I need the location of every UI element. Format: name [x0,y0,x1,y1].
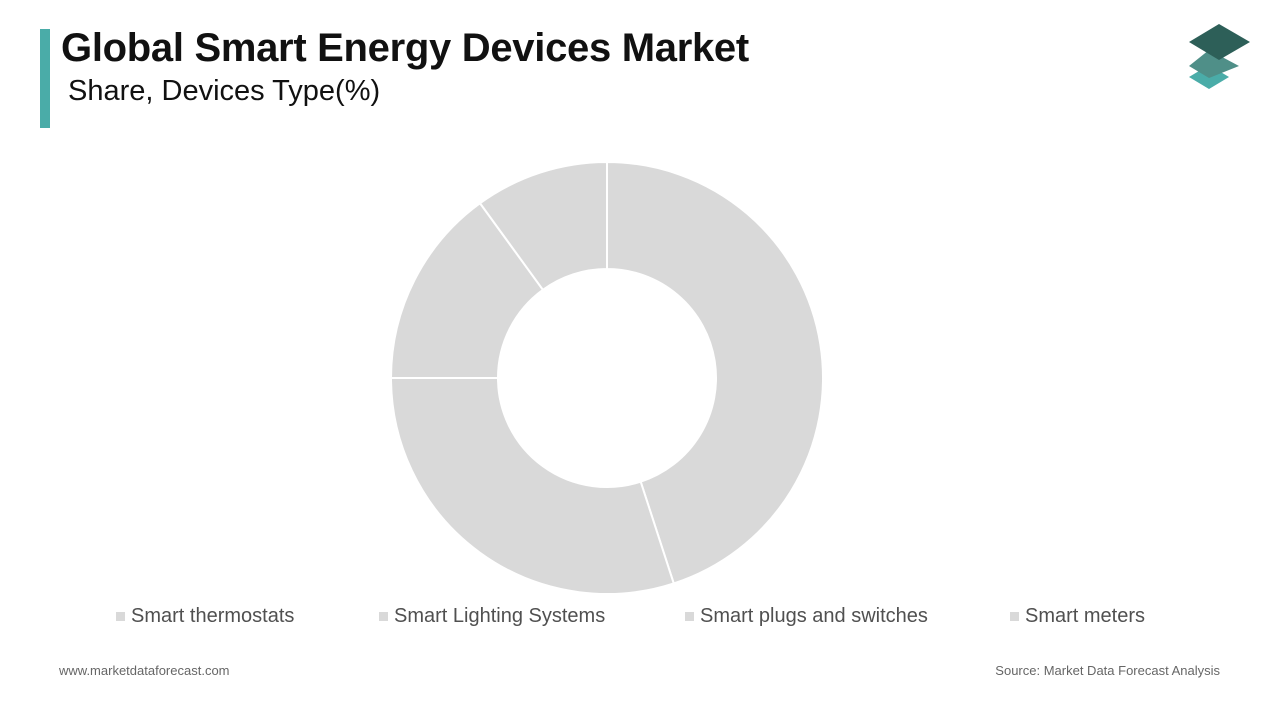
chart-subtitle: Share, Devices Type(%) [68,75,381,107]
legend-label: Smart Lighting Systems [394,605,606,627]
stacked-layers-icon [1189,24,1250,89]
legend-swatch [379,612,388,621]
logo-layer-top [1189,24,1250,60]
legend-swatch [116,612,125,621]
title-accent-bar [40,29,50,128]
footer-source: Source: Market Data Forecast Analysis [995,663,1220,678]
legend-label: Smart plugs and switches [700,605,928,627]
donut-slice-smart-plugs-and-switches [389,201,545,379]
chart-legend: Smart thermostats Smart Lighting Systems S… [0,605,1280,635]
logo-layer-middle [1189,50,1239,78]
legend-item: Smart Lighting Systems [379,605,605,628]
donut-slice-smart-meters [478,160,608,292]
legend-item: Smart thermostats [116,605,294,628]
donut-slice-smart-thermostats [606,160,824,585]
legend-swatch [1010,612,1019,621]
donut-slice-smart-lighting-systems [389,377,676,595]
legend-label: Smart thermostats [131,605,295,627]
chart-title: Global Smart Energy Devices Market [61,26,749,70]
legend-item: Smart meters [1010,605,1145,628]
legend-label: Smart meters [1025,605,1146,627]
legend-swatch [685,612,694,621]
footer-website: www.marketdataforecast.com [59,663,230,678]
legend-item: Smart plugs and switches [685,605,928,628]
